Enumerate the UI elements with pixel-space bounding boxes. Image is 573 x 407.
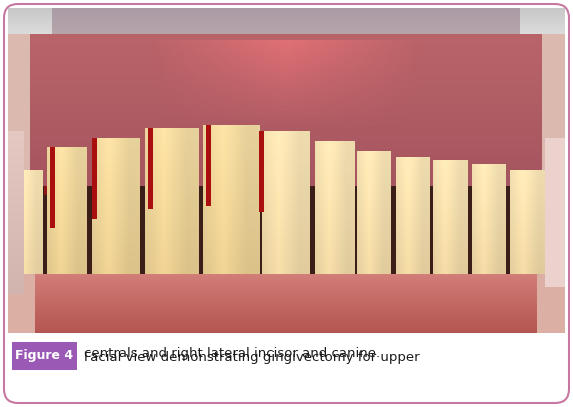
Text: Facial view demonstrating gingivectomy for upper: Facial view demonstrating gingivectomy f… [84, 350, 419, 363]
Text: centrals and right lateral incisor and canine.: centrals and right lateral incisor and c… [84, 346, 380, 359]
Text: Figure 4: Figure 4 [15, 350, 73, 363]
FancyBboxPatch shape [4, 4, 569, 403]
Bar [12, 342, 77, 370]
